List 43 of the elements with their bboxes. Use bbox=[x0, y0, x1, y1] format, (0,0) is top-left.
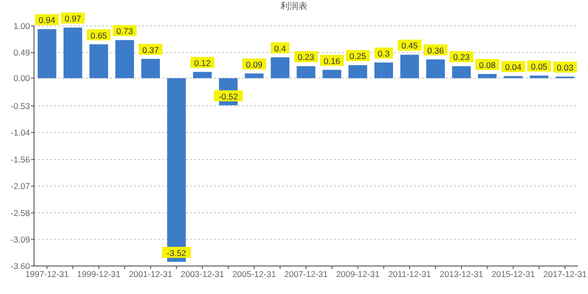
x-tick-label: 2003-12-31 bbox=[180, 269, 224, 279]
data-label: 0.23 bbox=[453, 52, 470, 62]
data-label: 0.37 bbox=[142, 44, 160, 55]
x-tick-label: 2007-12-31 bbox=[284, 269, 328, 279]
title: 利润表 bbox=[280, 1, 308, 11]
x-tick-label: 1999-12-31 bbox=[77, 269, 121, 279]
x-tick-label: 2005-12-31 bbox=[232, 269, 276, 279]
y-tick-label: -3.60 bbox=[10, 261, 30, 271]
y-tick-label: -2.58 bbox=[10, 208, 30, 218]
data-label: 0.25 bbox=[350, 51, 366, 62]
data-label: 0.45 bbox=[401, 40, 418, 51]
data-label: 0.03 bbox=[556, 62, 574, 73]
data-label: 0.73 bbox=[116, 26, 134, 36]
data-label: 0.04 bbox=[504, 62, 522, 72]
data-label: 0.4 bbox=[274, 43, 286, 54]
x-tick-label: 2015-12-31 bbox=[491, 269, 536, 279]
data-label: 0.23 bbox=[298, 52, 315, 62]
data-label: -0.52 bbox=[218, 91, 238, 102]
x-tick-label: 2017-12-31 bbox=[543, 269, 588, 279]
x-tick-label: 1997-12-31 bbox=[25, 269, 69, 279]
data-label: 0.97 bbox=[64, 14, 82, 24]
data-label: 0.36 bbox=[427, 45, 444, 56]
y-tick-label: -1.56 bbox=[10, 154, 30, 165]
x-tick-label: 2011-12-31 bbox=[388, 269, 432, 279]
data-label: 0.09 bbox=[246, 59, 263, 70]
data-label: 0.08 bbox=[479, 60, 496, 70]
data-label: 0.12 bbox=[194, 58, 211, 68]
data-label: 0.65 bbox=[90, 30, 108, 40]
y-tick-label: -1.04 bbox=[10, 127, 30, 138]
data-label: 0.94 bbox=[38, 15, 56, 26]
data-label: 0.3 bbox=[378, 48, 390, 59]
y-tick-label: -0.53 bbox=[10, 100, 30, 111]
x-tick-label: 2013-12-31 bbox=[440, 269, 484, 279]
y-tick-label: 1.00 bbox=[13, 21, 30, 31]
data-label: 0.16 bbox=[324, 56, 340, 66]
x-tick-label: 2001-12-31 bbox=[128, 269, 173, 279]
data-label: 0.05 bbox=[530, 62, 548, 72]
y-tick-label: -2.07 bbox=[10, 181, 30, 192]
y-tick-label: 0.49 bbox=[13, 48, 30, 58]
y-tick-label: 0.00 bbox=[13, 73, 30, 84]
x-tick-label: 2009-12-31 bbox=[336, 269, 380, 279]
y-tick-label: -3.09 bbox=[10, 234, 30, 244]
data-label: -3.52 bbox=[166, 248, 186, 258]
